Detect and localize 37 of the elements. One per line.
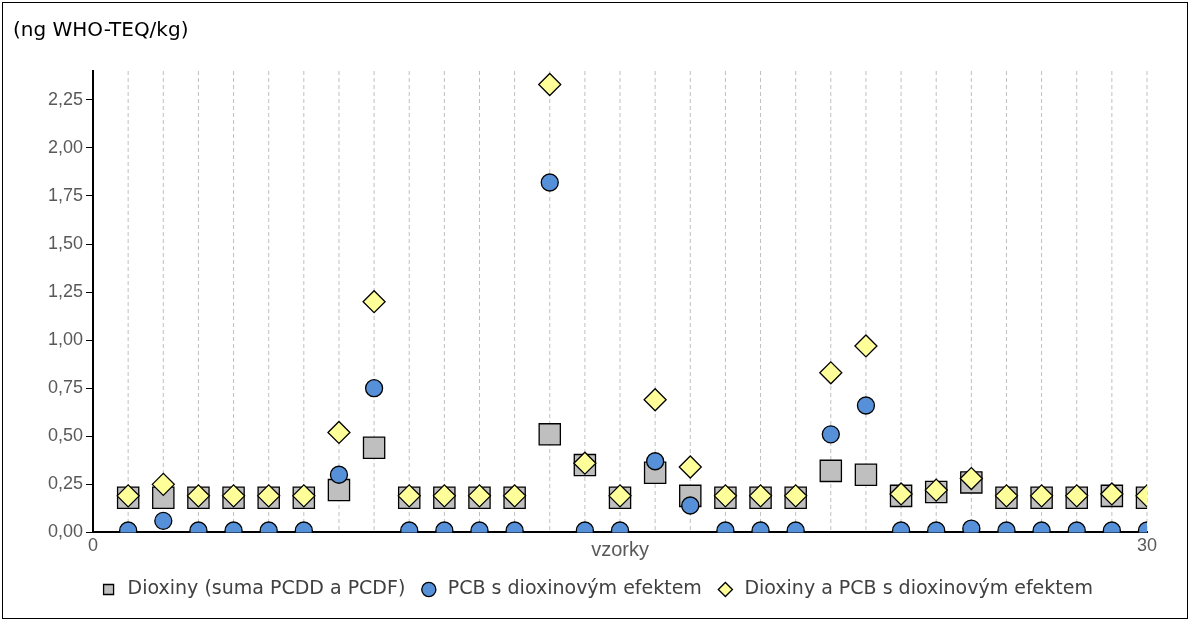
point xyxy=(540,173,559,192)
point xyxy=(854,463,878,486)
point xyxy=(151,472,175,496)
point xyxy=(538,72,562,97)
y-axis-title: (ng WHO-TEQ/kg) xyxy=(13,17,189,41)
legend-label: PCB s dioxinovým efektem xyxy=(447,576,702,599)
y-tick-label: 0,25 xyxy=(47,473,84,494)
y-tick-label: 0,50 xyxy=(47,425,84,446)
point xyxy=(538,423,562,446)
legend-label: Dioxiny a PCB s dioxinovým efektem xyxy=(744,576,1093,599)
y-tick-label: 0,75 xyxy=(47,377,84,398)
point xyxy=(819,459,843,483)
y-tick-label: 1,75 xyxy=(47,184,84,205)
point xyxy=(362,290,386,314)
y-tick-label: 1,50 xyxy=(47,232,84,253)
point xyxy=(856,396,876,415)
y-tick-label: 0,00 xyxy=(47,521,84,542)
point xyxy=(329,465,349,484)
x-tick-label: 30 xyxy=(1136,535,1158,556)
point xyxy=(821,425,840,444)
x-axis-title: vzorky xyxy=(591,537,649,560)
point xyxy=(854,334,878,358)
point xyxy=(819,361,843,385)
point xyxy=(959,466,983,491)
legend-label: Dioxiny (suma PCDD a PCDF) xyxy=(127,576,406,599)
point xyxy=(154,511,173,531)
point xyxy=(678,455,702,479)
point xyxy=(646,452,665,471)
point xyxy=(364,379,384,398)
x-tick-label: 0 xyxy=(88,535,99,556)
y-tick-label: 2,25 xyxy=(47,88,84,109)
y-tick-label: 2,00 xyxy=(47,136,84,157)
point xyxy=(643,388,667,412)
y-tick-label: 1,25 xyxy=(47,281,84,302)
y-tick-label: 1,00 xyxy=(47,329,84,350)
point xyxy=(362,436,386,460)
point xyxy=(327,420,351,445)
